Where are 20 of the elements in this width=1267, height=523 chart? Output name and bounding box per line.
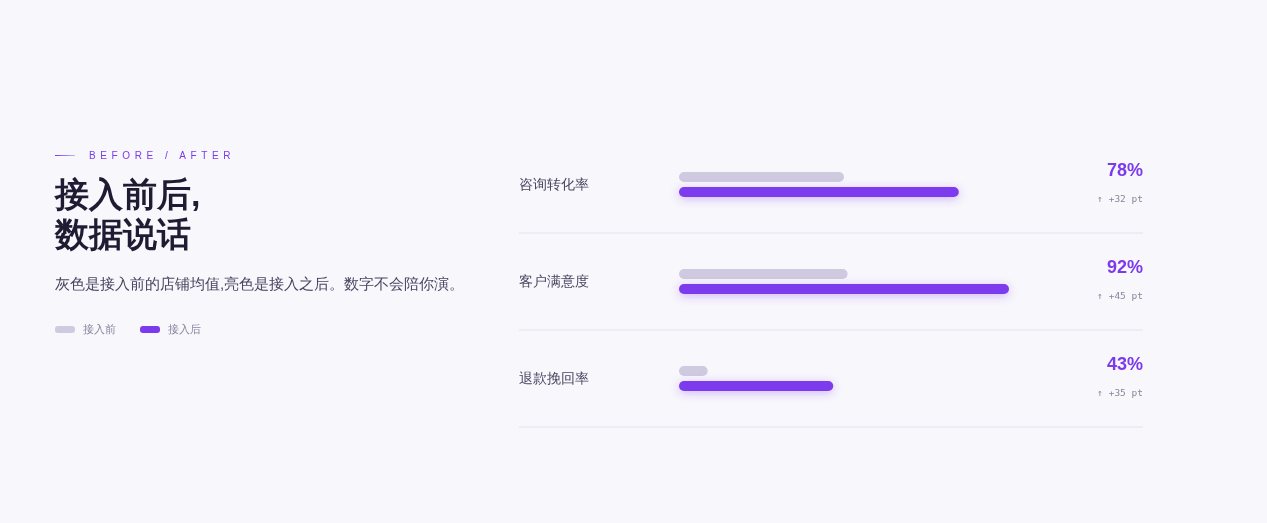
bar	[679, 381, 834, 391]
text: 接入前后, 数据说话	[55, 174, 202, 254]
legend-label: 接入前	[83, 322, 116, 337]
bar	[679, 269, 848, 279]
text: 灰色是接入前的店铺均值,亮色是接入之后。数字不会陪你演。	[55, 274, 466, 294]
legend-label: 接入后	[168, 322, 201, 337]
data-label: 92%	[1106, 257, 1143, 277]
text: ↑ +45 pt	[1097, 290, 1143, 301]
bar	[679, 187, 959, 197]
data-label: 43%	[1106, 354, 1143, 374]
text: ↑ +32 pt	[1097, 193, 1143, 204]
bar	[679, 366, 708, 376]
y-tick-label: 客户满意度	[519, 272, 589, 289]
text: ↑ +35 pt	[1097, 387, 1143, 398]
y-tick-label: 咨询转化率	[519, 175, 589, 192]
data-label: 78%	[1106, 160, 1143, 180]
bar	[679, 172, 844, 182]
y-tick-label: 退款挽回率	[519, 369, 589, 386]
bar	[679, 284, 1009, 294]
text: BEFORE / AFTER	[89, 149, 236, 161]
